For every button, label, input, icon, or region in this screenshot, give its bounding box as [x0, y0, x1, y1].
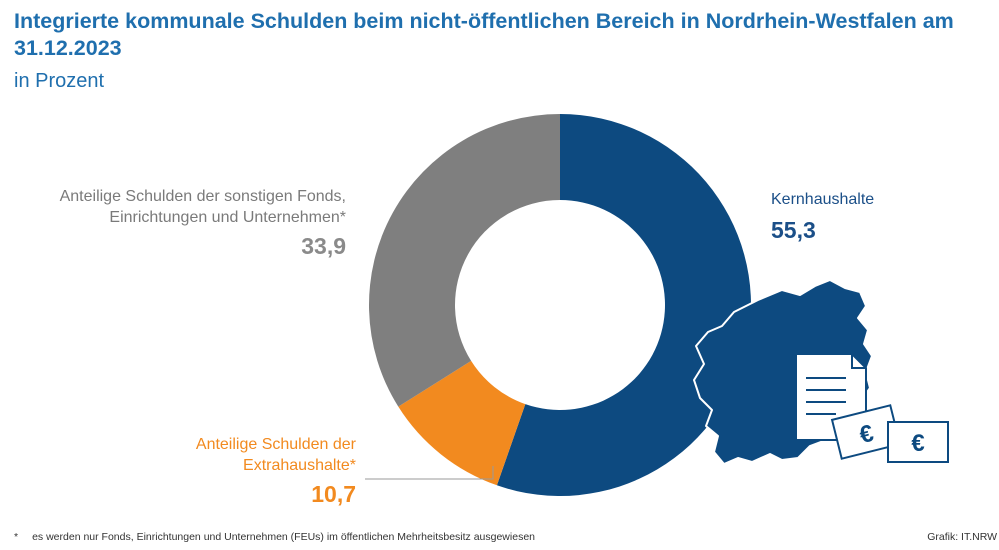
- slice-value-sonstige: 33,9: [301, 233, 346, 259]
- euro-banknote-icon: € €: [830, 404, 949, 463]
- slice-value-extrahaushalte: 10,7: [311, 481, 356, 507]
- slice-label-kernhaushalte: Kernhaushalte: [771, 191, 875, 208]
- euro-symbol-front: €: [911, 430, 924, 457]
- donut-slices: [369, 114, 751, 496]
- footnote-marker: *: [14, 531, 19, 543]
- slice-label-extrahaushalte-line1: Anteilige Schulden der: [195, 436, 356, 453]
- slice-value-kernhaushalte: 55,3: [771, 217, 816, 243]
- slice-label-sonstige: Anteilige Schulden der sonstigen Fonds, …: [0, 186, 346, 228]
- leader-line-orange: [365, 466, 494, 480]
- chart-title: Integrierte kommunale Schulden beim nich…: [14, 9, 954, 60]
- slice-label-extrahaushalte: Anteilige Schulden der Extrahaushalte*: [56, 434, 356, 476]
- chart-subtitle: in Prozent: [14, 70, 105, 92]
- slice-label-extrahaushalte-line2: Extrahaushalte*: [243, 457, 356, 474]
- source-credit: Grafik: IT.NRW: [927, 531, 997, 543]
- slice-kernhaushalte: [496, 114, 751, 496]
- slice-sonstige: [369, 114, 560, 407]
- slice-extrahaushalte: [398, 360, 526, 486]
- slice-label-sonstige-line2: Einrichtungen und Unternehmen*: [109, 209, 346, 226]
- footnote-text: es werden nur Fonds, Einrichtungen und U…: [32, 531, 535, 543]
- footnote: * es werden nur Fonds, Einrichtungen und …: [14, 531, 535, 543]
- euro-symbol-back: €: [857, 420, 876, 449]
- slice-label-sonstige-line1: Anteilige Schulden der sonstigen Fonds,: [59, 188, 346, 205]
